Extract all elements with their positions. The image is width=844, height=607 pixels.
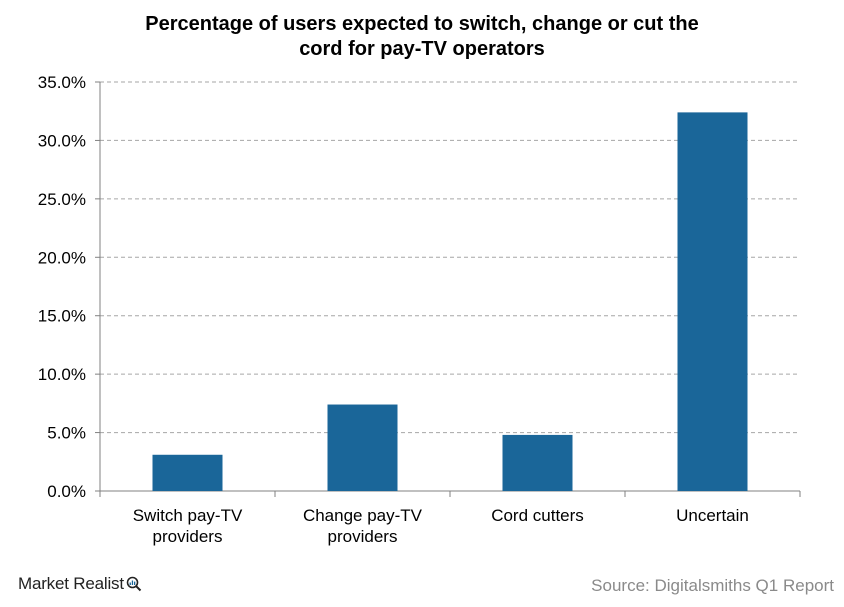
y-tick-label: 20.0% <box>38 248 86 267</box>
x-tick-label: providers <box>153 527 223 546</box>
bar <box>677 112 748 491</box>
y-tick-label: 5.0% <box>47 424 86 443</box>
x-tick-label: Switch pay-TV <box>133 506 243 525</box>
y-tick-label: 15.0% <box>38 307 86 326</box>
chart-title-line-1: Percentage of users expected to switch, … <box>145 13 699 35</box>
chart-title-line-2: cord for pay-TV operators <box>299 38 545 60</box>
bar <box>152 454 223 491</box>
bar <box>502 434 573 491</box>
y-tick-label: 35.0% <box>38 73 86 92</box>
y-tick-label: 10.0% <box>38 365 86 384</box>
y-tick-label: 25.0% <box>38 190 86 209</box>
brand-name: Market Realist <box>18 574 124 593</box>
x-tick-label: Change pay-TV <box>303 506 423 525</box>
y-tick-label: 30.0% <box>38 131 86 150</box>
source-note: Source: Digitalsmiths Q1 Report <box>591 576 834 595</box>
magnifier-chart-icon <box>126 576 142 592</box>
bar <box>327 404 398 491</box>
y-tick-label: 0.0% <box>47 482 86 501</box>
x-tick-label: Cord cutters <box>491 506 584 525</box>
brand-logo: Market Realist <box>18 574 142 594</box>
x-tick-label: Uncertain <box>676 506 749 525</box>
x-tick-label: providers <box>328 527 398 546</box>
